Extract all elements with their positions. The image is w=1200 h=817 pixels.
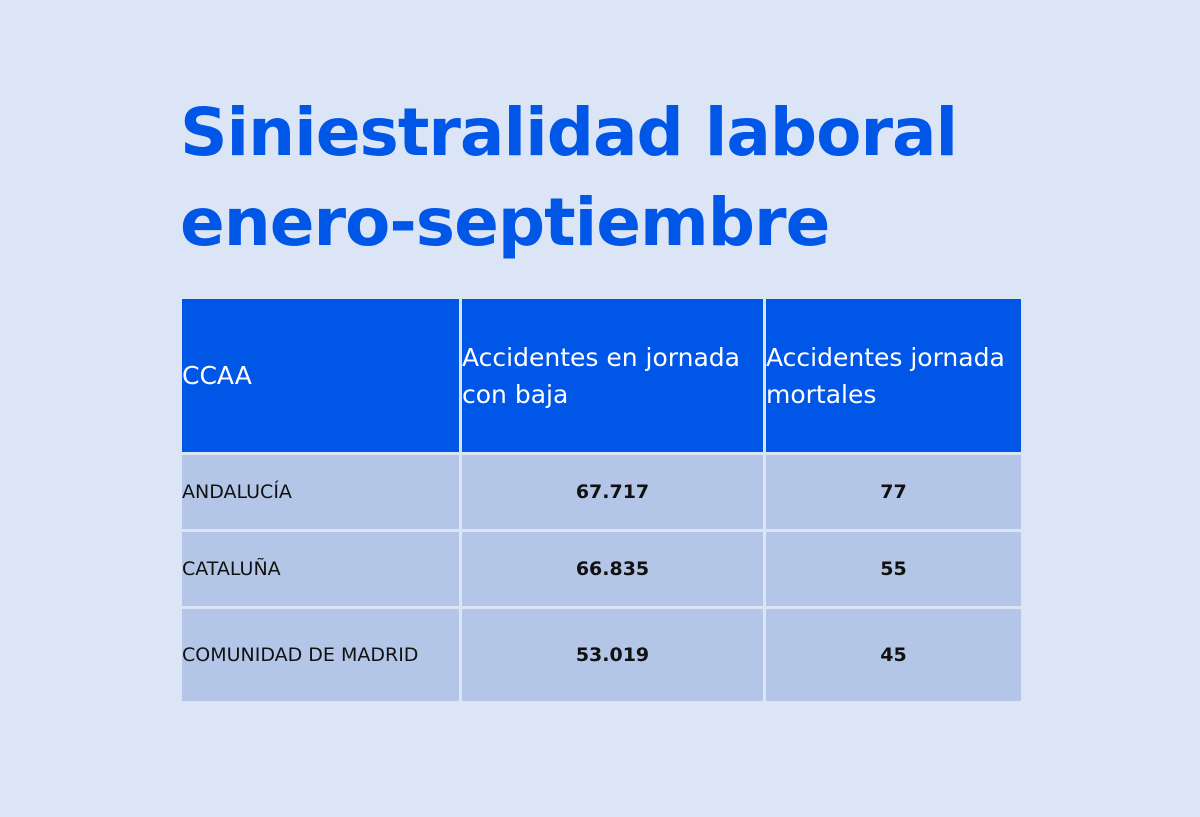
region-name-cell: CATALUÑA [182, 532, 459, 606]
accidentes-mortales-cell: 55 [766, 532, 1021, 606]
accidents-table: CCAA Accidentes en jornada con baja Acci… [179, 296, 1024, 704]
region-name-cell: COMUNIDAD DE MADRID [182, 609, 459, 701]
accidentes-mortales-cell: 45 [766, 609, 1021, 701]
table-row: CATALUÑA 66.835 55 [182, 532, 1021, 606]
accidentes-mortales-cell: 77 [766, 455, 1021, 529]
table-row: ANDALUCÍA 67.717 77 [182, 455, 1021, 529]
title-line-1: Siniestralidad laboral [180, 94, 958, 171]
column-header-ccaa: CCAA [182, 299, 459, 452]
page-title: Siniestralidad laboral enero-septiembre [180, 88, 1080, 268]
accidentes-con-baja-cell: 67.717 [462, 455, 763, 529]
column-header-accidentes-con-baja: Accidentes en jornada con baja [462, 299, 763, 452]
table-row: COMUNIDAD DE MADRID 53.019 45 [182, 609, 1021, 701]
region-name-cell: ANDALUCÍA [182, 455, 459, 529]
title-line-2: enero-septiembre [180, 184, 830, 261]
accidentes-con-baja-cell: 53.019 [462, 609, 763, 701]
table-header-row: CCAA Accidentes en jornada con baja Acci… [182, 299, 1021, 452]
column-header-accidentes-mortales: Accidentes jornada mortales [766, 299, 1021, 452]
accidentes-con-baja-cell: 66.835 [462, 532, 763, 606]
